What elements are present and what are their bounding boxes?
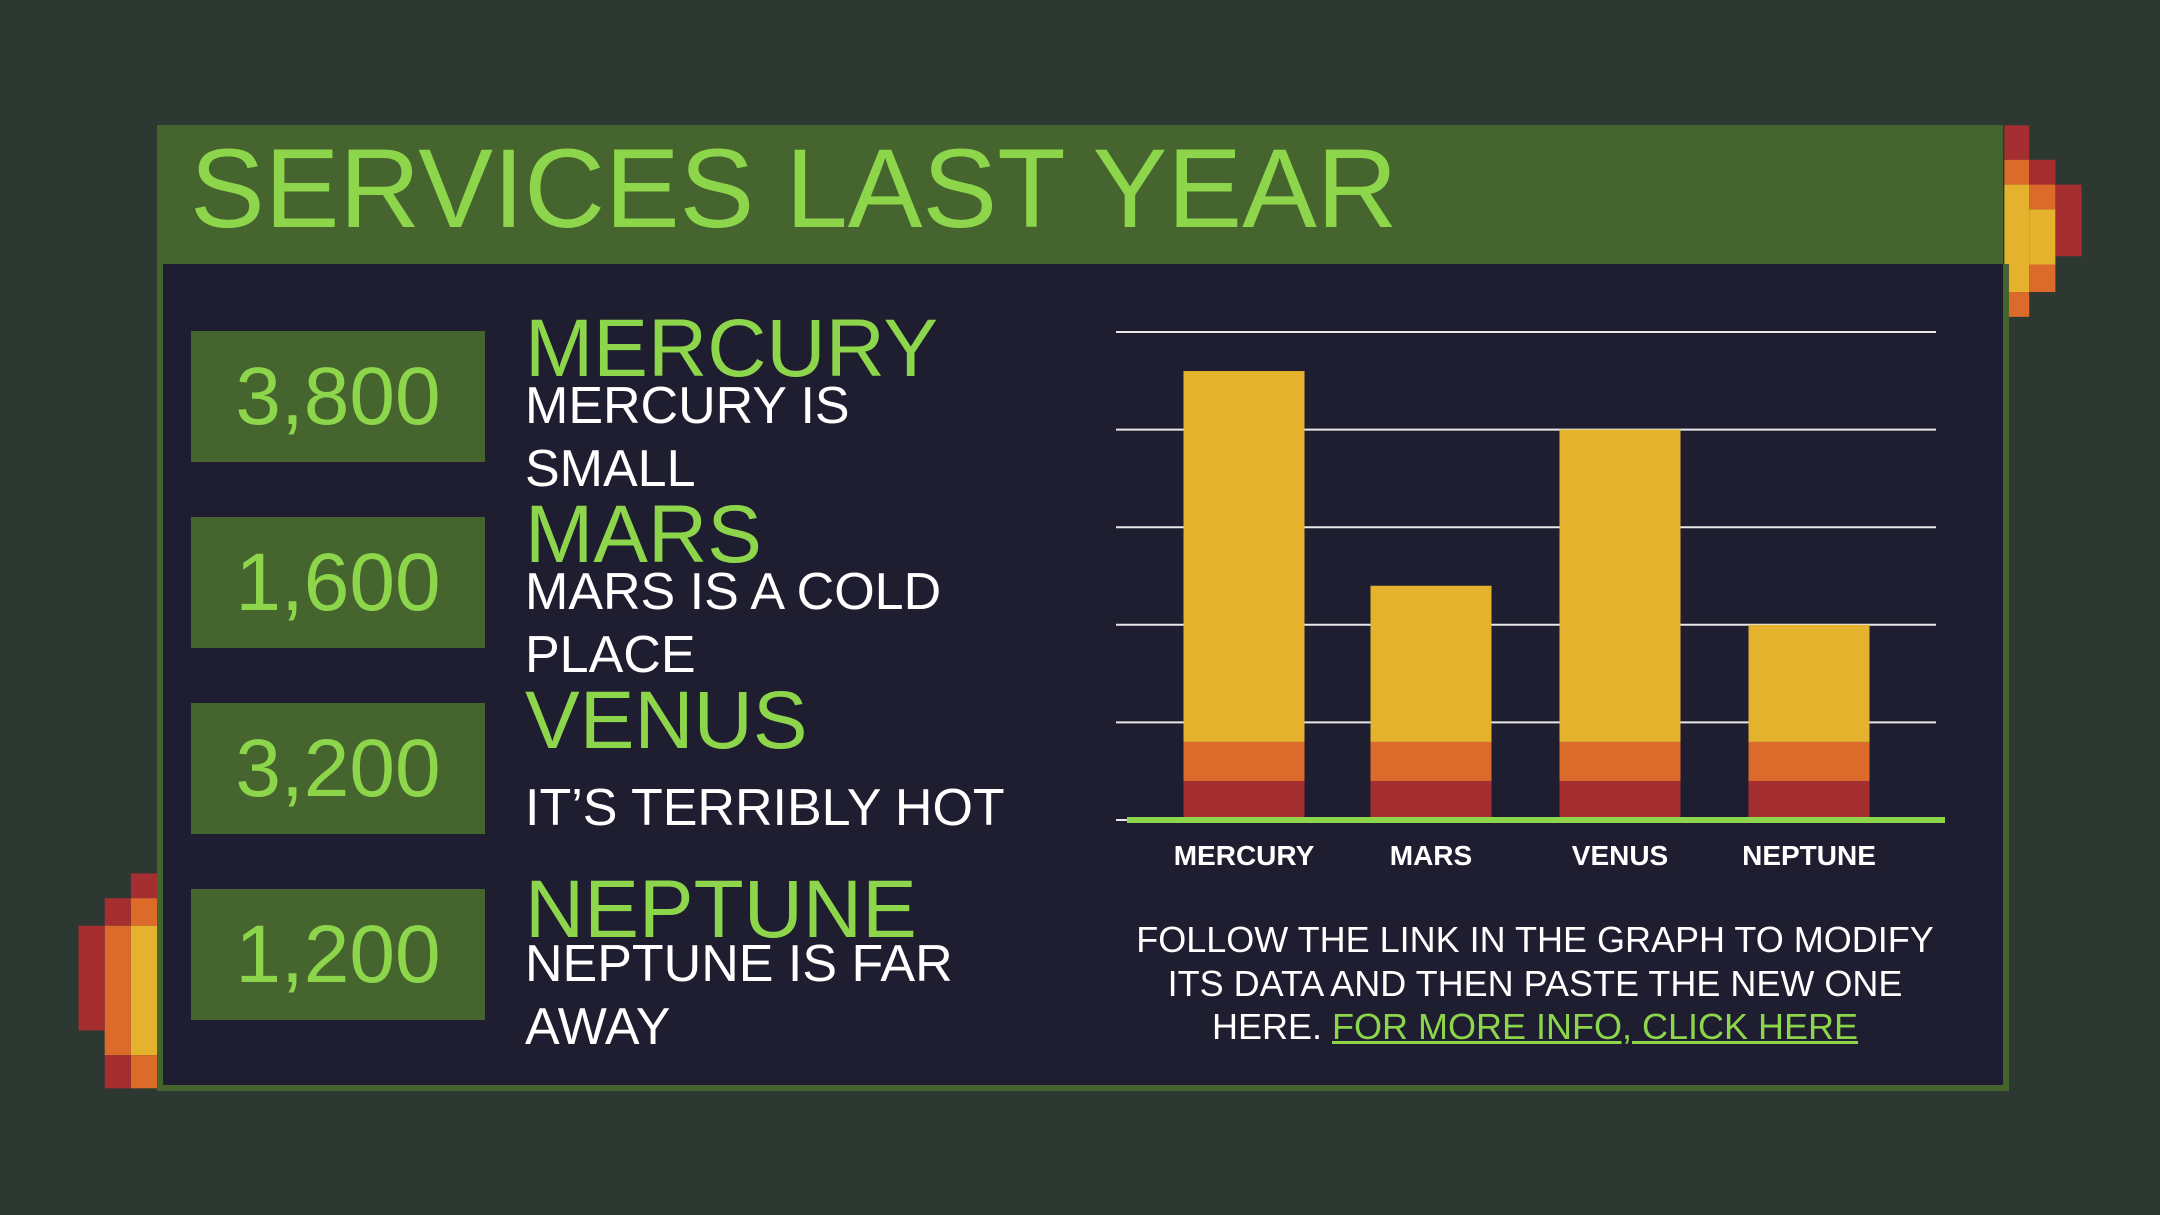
footer: FOLLOW THE LINK IN THE GRAPH TO MODIFY I… [1115,918,1955,1049]
item-name: MERCURY [525,303,939,394]
x-tick-label: NEPTUNE [1742,840,1876,871]
bar-segment [1370,585,1492,742]
bar-segment [1748,624,1870,742]
item-description: MERCURY IS SMALL [525,377,850,498]
info-link[interactable]: FOR MORE INFO, CLICK HERE [1332,1006,1859,1047]
bar-segment [1559,741,1681,781]
item-name: MARS [525,489,762,580]
x-tick-label: MERCURY [1174,840,1315,871]
value-box: 1,200 [191,889,485,1020]
item-description: IT’S TERRIBLY HOT [525,779,1005,837]
bar-segment [1370,780,1492,820]
bar-segment [1748,741,1870,781]
header [157,125,2003,264]
bar-segment [1183,780,1305,820]
bar-segment [1183,371,1305,742]
x-tick-label: VENUS [1572,840,1668,871]
item-name: NEPTUNE [525,864,917,955]
footer-text: FOLLOW THE LINK IN THE GRAPH TO MODIFY I… [1136,919,1934,1047]
bar-segment [1370,741,1492,781]
bar-segment [1748,780,1870,820]
title: SERVICES LAST YEAR [190,126,1398,251]
item-description: NEPTUNE IS FAR AWAY [525,935,953,1056]
item-name: VENUS [525,675,808,766]
bar-segment [1183,741,1305,781]
value-box: 3,200 [191,703,485,834]
bar-segment [1559,780,1681,820]
value-box: 3,800 [191,331,485,462]
value-box: 1,600 [191,517,485,648]
x-tick-label: MARS [1390,840,1472,871]
bar-segment [1559,429,1681,742]
item-description: MARS IS A COLD PLACE [525,563,942,684]
